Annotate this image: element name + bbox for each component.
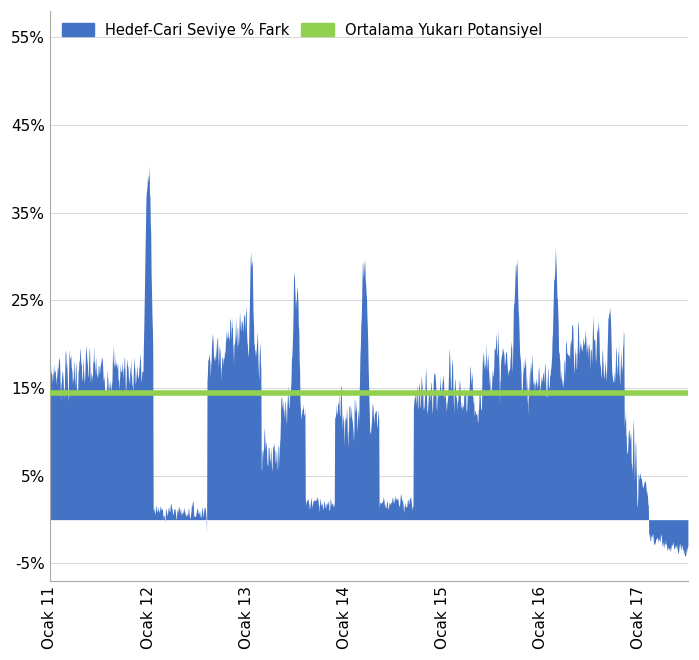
Legend: Hedef-Cari Seviye % Fark, Ortalama Yukarı Potansiyel: Hedef-Cari Seviye % Fark, Ortalama Yukar…	[57, 18, 547, 42]
